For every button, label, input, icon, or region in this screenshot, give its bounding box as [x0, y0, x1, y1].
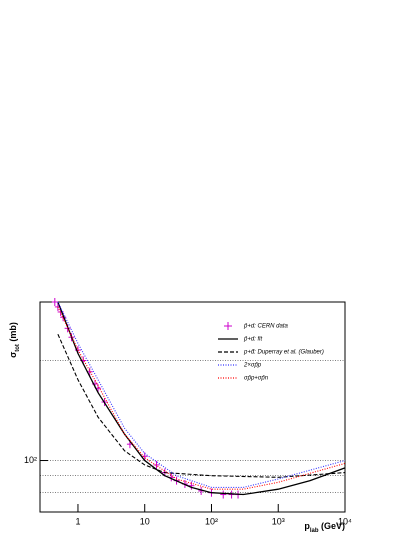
data-point	[153, 460, 160, 469]
x-tick-label: 10²	[205, 516, 218, 526]
x-tick-label: 1	[75, 516, 80, 526]
series-line	[57, 333, 346, 478]
data-point	[220, 490, 227, 499]
plot-frame	[39, 301, 346, 513]
series-line	[57, 306, 346, 490]
x-tick-label: 10	[140, 516, 150, 526]
y-tick-label: 10²	[24, 455, 37, 465]
series-line	[57, 301, 346, 488]
legend-label: 2×σp̄p	[243, 363, 262, 369]
legend-label: p̄+d: fit	[243, 337, 263, 343]
data-point	[51, 298, 58, 306]
x-tick-label: 10³	[272, 516, 285, 526]
x-tick-label: 10⁴	[338, 516, 352, 526]
legend-label: p+d̄: Duperray et al. (Glauber)	[243, 350, 324, 356]
x-axis-label: plab (GeV)	[304, 521, 345, 533]
y-axis-label: σtot (mb)	[8, 322, 20, 358]
legend-label: p̄+d: CERN data	[243, 324, 289, 330]
legend-label: σp̄p+σp̄n	[244, 376, 269, 382]
series-line	[57, 301, 346, 496]
